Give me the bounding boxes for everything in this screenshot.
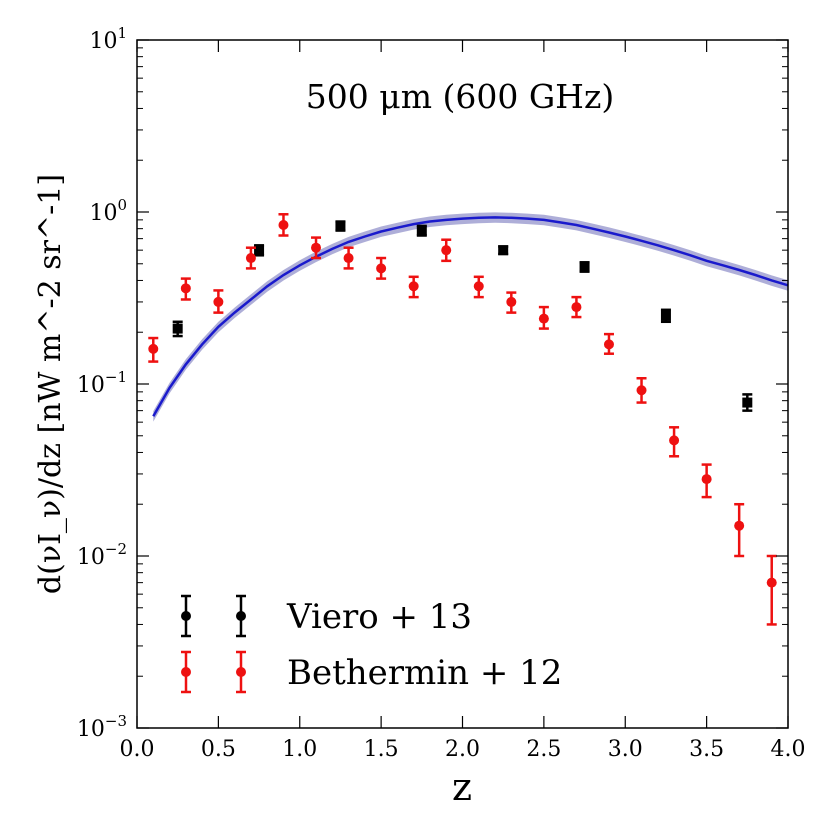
bethermin-12-point-6 xyxy=(343,246,354,270)
legend-marker xyxy=(236,594,246,638)
viero-13-point-1 xyxy=(254,244,265,257)
chart-title: 500 μm (600 GHz) xyxy=(306,77,614,116)
data-points-layer xyxy=(148,213,777,626)
x-axis-label: z xyxy=(452,765,472,809)
bethermin-12-point-4 xyxy=(278,213,289,237)
viero-13-point-5 xyxy=(579,261,590,273)
bethermin-12-point-10 xyxy=(473,275,484,299)
point-marker xyxy=(376,263,387,274)
x-tick-label: 2.0 xyxy=(445,737,480,762)
point-marker xyxy=(180,283,191,294)
legend-label: Bethermin + 12 xyxy=(287,653,562,693)
legend-label: Viero + 13 xyxy=(286,597,472,637)
x-tick-label: 1.0 xyxy=(282,737,317,762)
point-marker xyxy=(579,261,590,272)
point-marker xyxy=(343,253,354,264)
viero-13-point-4 xyxy=(498,245,509,256)
model-curve-line xyxy=(152,216,789,417)
point-marker xyxy=(636,385,647,396)
x-tick-label: 0.0 xyxy=(120,737,155,762)
bethermin-12-point-0 xyxy=(148,336,159,363)
point-marker xyxy=(669,435,680,446)
bethermin-12-point-15 xyxy=(636,377,647,404)
point-marker xyxy=(766,577,777,588)
point-marker xyxy=(571,302,582,313)
axis-ticks-layer: 0.0 0.5 1.0 1.5 2.0 2.5 3.0 3.5 4.0 10−3 10−2 10−1 1… xyxy=(77,24,806,762)
model-uncertainty-band xyxy=(153,212,789,422)
bethermin-12-point-2 xyxy=(213,289,224,314)
bethermin-12-point-16 xyxy=(669,426,680,458)
legend: Viero + 13 Bethermin + 12 xyxy=(181,594,562,694)
y-tick-label: 10−3 xyxy=(77,712,127,742)
point-marker xyxy=(172,323,183,334)
x-tick-label: 1.5 xyxy=(364,737,399,762)
point-marker xyxy=(213,296,224,307)
point-marker xyxy=(335,220,346,231)
bethermin-12-point-13 xyxy=(571,295,582,319)
point-marker xyxy=(311,242,322,253)
bethermin-12-point-11 xyxy=(506,291,517,314)
legend-marker xyxy=(236,650,246,694)
legend-dot xyxy=(181,611,191,621)
viero-13-point-3 xyxy=(416,224,427,237)
point-marker xyxy=(473,281,484,292)
point-marker xyxy=(148,343,159,354)
point-marker xyxy=(538,313,549,324)
bethermin-12-point-19 xyxy=(766,554,777,626)
bethermin-12-point-12 xyxy=(538,305,549,330)
x-tick-label: 2.5 xyxy=(526,737,561,762)
bethermin-12-point-5 xyxy=(311,236,322,260)
legend-marker xyxy=(181,650,191,694)
point-marker xyxy=(742,397,753,408)
viero-13-point-2 xyxy=(335,220,346,232)
point-marker xyxy=(701,474,712,485)
point-marker xyxy=(441,245,452,256)
point-marker xyxy=(506,296,517,307)
point-marker xyxy=(254,245,265,256)
point-marker xyxy=(245,253,256,264)
legend-dot xyxy=(181,667,191,677)
bethermin-12-point-1 xyxy=(180,277,191,301)
bethermin-12-point-9 xyxy=(441,238,452,263)
model-curve-layer xyxy=(152,216,789,417)
y-tick-label: 10−1 xyxy=(77,368,127,398)
point-marker xyxy=(660,310,671,321)
x-tick-label: 3.0 xyxy=(608,737,643,762)
y-axis-label: d(νI_ν)/dz [nW m^-2 sr^-1] xyxy=(33,174,68,594)
legend-marker xyxy=(181,594,191,638)
y-tick-label: 10−2 xyxy=(77,540,127,570)
legend-dot xyxy=(236,611,246,621)
x-tick-label: 4.0 xyxy=(771,737,806,762)
y-tick-label: 100 xyxy=(89,196,127,226)
point-marker xyxy=(734,520,745,531)
model-uncertainty-band-layer xyxy=(153,212,789,422)
x-tick-label: 3.5 xyxy=(689,737,724,762)
bethermin-12-point-3 xyxy=(245,246,256,270)
x-tick-label: 0.5 xyxy=(201,737,236,762)
plot-frame xyxy=(136,39,789,729)
bethermin-12-point-18 xyxy=(734,502,745,558)
bethermin-12-point-8 xyxy=(408,275,419,299)
bethermin-12-point-17 xyxy=(701,463,712,499)
point-marker xyxy=(603,339,614,350)
point-marker xyxy=(498,245,509,256)
legend-dot xyxy=(236,667,246,677)
y-tick-label: 101 xyxy=(89,24,127,54)
point-marker xyxy=(278,220,289,231)
viero-13-point-0 xyxy=(172,320,183,338)
viero-13-point-7 xyxy=(742,393,753,412)
point-marker xyxy=(408,281,419,292)
point-marker xyxy=(416,225,427,236)
bethermin-12-point-7 xyxy=(376,256,387,280)
bethermin-12-point-14 xyxy=(603,332,614,355)
viero-13-point-6 xyxy=(660,308,671,324)
